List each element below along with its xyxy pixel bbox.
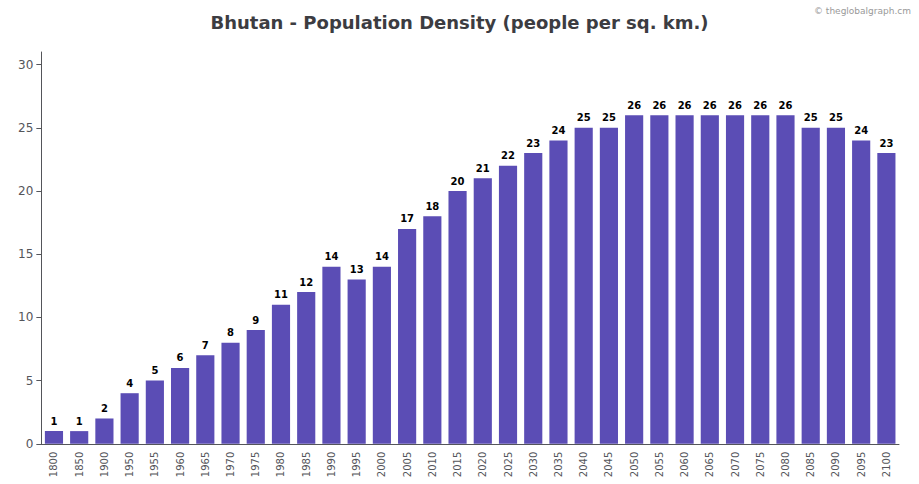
svg-text:1985: 1985 [301,452,312,477]
svg-text:8: 8 [227,327,234,338]
svg-text:11: 11 [274,289,288,300]
svg-text:25: 25 [804,112,818,123]
svg-text:30: 30 [18,58,33,72]
svg-text:2: 2 [101,403,108,414]
svg-text:2100: 2100 [881,452,892,477]
svg-text:2030: 2030 [528,452,539,477]
svg-text:21: 21 [476,163,490,174]
svg-text:1970: 1970 [225,452,236,477]
svg-text:1850: 1850 [74,452,85,477]
svg-text:2040: 2040 [578,452,589,477]
svg-text:2000: 2000 [376,452,387,477]
svg-text:1960: 1960 [175,452,186,477]
svg-text:23: 23 [879,138,893,149]
svg-text:1: 1 [50,416,57,427]
svg-text:26: 26 [703,100,717,111]
svg-text:9: 9 [252,315,259,326]
svg-text:0: 0 [26,437,34,451]
svg-text:20: 20 [451,176,465,187]
svg-text:4: 4 [126,378,133,389]
svg-text:1: 1 [76,416,83,427]
svg-text:© theglobalgraph.cm: © theglobalgraph.cm [814,6,911,16]
svg-text:25: 25 [602,112,616,123]
svg-text:2055: 2055 [654,452,665,477]
svg-text:2070: 2070 [730,452,741,477]
svg-text:26: 26 [652,100,666,111]
svg-text:1800: 1800 [48,452,59,477]
svg-text:10: 10 [18,310,33,324]
svg-text:2035: 2035 [553,452,564,477]
svg-text:15: 15 [18,247,33,261]
svg-text:5: 5 [151,365,158,376]
svg-text:1990: 1990 [326,452,337,477]
svg-text:25: 25 [829,112,843,123]
svg-text:26: 26 [678,100,692,111]
svg-text:1955: 1955 [149,452,160,477]
svg-text:1980: 1980 [275,452,286,477]
svg-text:20: 20 [18,184,33,198]
svg-text:2080: 2080 [780,452,791,477]
svg-text:17: 17 [400,213,414,224]
svg-text:2075: 2075 [755,452,766,477]
svg-text:18: 18 [425,201,439,212]
svg-text:14: 14 [375,251,389,262]
svg-text:25: 25 [18,121,33,135]
svg-text:6: 6 [177,352,184,363]
svg-text:25: 25 [577,112,591,123]
svg-text:14: 14 [324,251,338,262]
svg-text:2015: 2015 [452,452,463,477]
svg-text:1965: 1965 [200,452,211,477]
svg-text:23: 23 [526,138,540,149]
svg-text:1995: 1995 [351,452,362,477]
svg-text:2065: 2065 [704,452,715,477]
svg-text:2010: 2010 [427,452,438,477]
svg-text:1975: 1975 [250,452,261,477]
svg-text:2005: 2005 [402,452,413,477]
svg-text:26: 26 [753,100,767,111]
svg-text:24: 24 [552,125,566,136]
svg-text:2095: 2095 [856,452,867,477]
svg-text:2060: 2060 [679,452,690,477]
svg-text:2090: 2090 [830,452,841,477]
svg-text:22: 22 [501,150,515,161]
svg-text:Bhutan - Population Density (p: Bhutan - Population Density (people per … [210,12,708,33]
svg-text:7: 7 [202,340,209,351]
svg-text:2020: 2020 [477,452,488,477]
svg-text:1950: 1950 [124,452,135,477]
svg-text:1900: 1900 [99,452,110,477]
svg-text:2025: 2025 [503,452,514,477]
svg-text:24: 24 [854,125,868,136]
svg-text:5: 5 [26,374,34,388]
svg-text:2050: 2050 [629,452,640,477]
svg-text:2085: 2085 [805,452,816,477]
svg-text:12: 12 [299,277,313,288]
svg-text:13: 13 [350,264,364,275]
svg-text:26: 26 [779,100,793,111]
svg-text:26: 26 [728,100,742,111]
svg-text:2045: 2045 [603,452,614,477]
svg-text:26: 26 [627,100,641,111]
